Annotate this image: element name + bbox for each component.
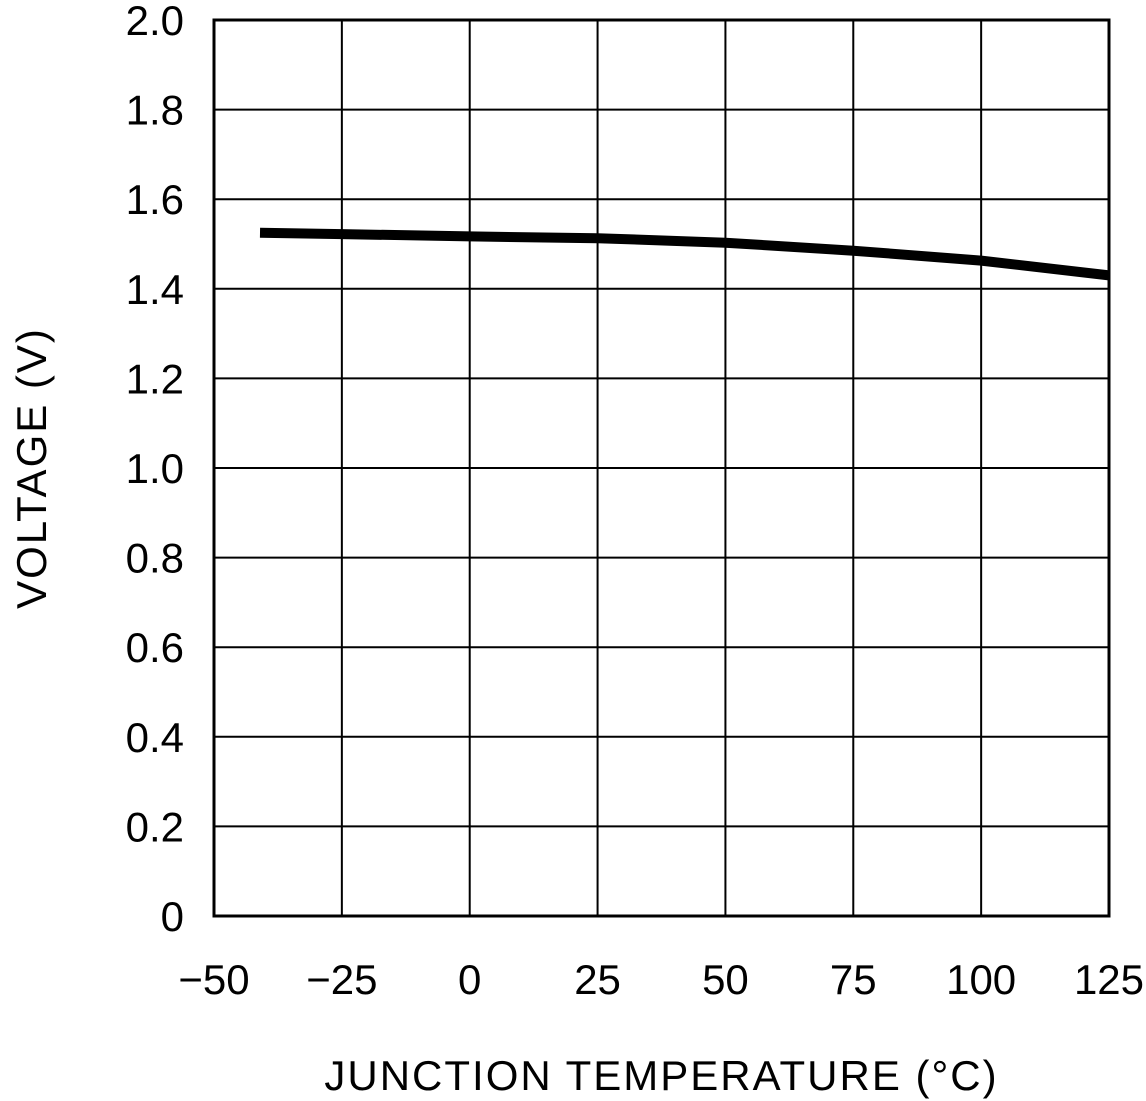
x-tick-label: −50 bbox=[178, 956, 249, 1003]
x-tick-label: 0 bbox=[458, 956, 481, 1003]
y-tick-label: 1.4 bbox=[126, 266, 184, 313]
plot-frame bbox=[212, 18, 1111, 918]
x-tick-label: 125 bbox=[1074, 956, 1144, 1003]
y-tick-label: 0 bbox=[161, 893, 184, 940]
x-tick-labels: −50 −25 0 25 50 75 100 125 bbox=[178, 956, 1144, 1003]
x-tick-label: 75 bbox=[830, 956, 877, 1003]
y-tick-label: 0.8 bbox=[126, 535, 184, 582]
x-tick-label: 50 bbox=[702, 956, 749, 1003]
y-axis-title: VOLTAGE (V) bbox=[8, 327, 55, 609]
series-layer bbox=[259, 227, 1110, 281]
x-tick-label: −25 bbox=[306, 956, 377, 1003]
y-tick-label: 0.2 bbox=[126, 803, 184, 850]
x-tick-label: 100 bbox=[946, 956, 1016, 1003]
y-tick-labels: 0 0.2 0.4 0.6 0.8 1.0 1.2 1.4 1.6 1.8 2.0 bbox=[126, 0, 184, 940]
y-tick-label: 1.8 bbox=[126, 87, 184, 134]
y-tick-label: 0.6 bbox=[126, 624, 184, 671]
y-tick-label: 1.6 bbox=[126, 176, 184, 223]
series-line bbox=[259, 227, 1110, 281]
grid bbox=[214, 20, 1109, 916]
x-axis-title: JUNCTION TEMPERATURE (°C) bbox=[324, 1052, 998, 1099]
x-tick-label: 25 bbox=[574, 956, 621, 1003]
y-tick-label: 0.4 bbox=[126, 714, 184, 761]
y-tick-label: 1.2 bbox=[126, 355, 184, 402]
y-tick-label: 2.0 bbox=[126, 0, 184, 44]
y-tick-label: 1.0 bbox=[126, 445, 184, 492]
